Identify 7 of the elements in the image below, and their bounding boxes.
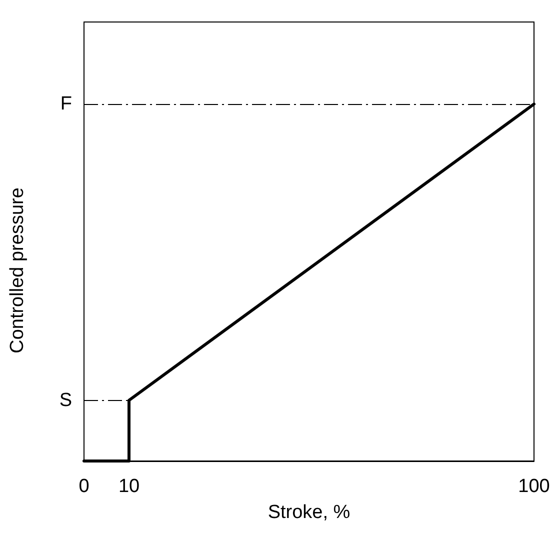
ref-line-label: S xyxy=(59,390,72,411)
x-tick-label: 10 xyxy=(118,476,140,497)
y-axis-title: Controlled pressure xyxy=(7,188,28,354)
x-tick-label: 100 xyxy=(518,476,550,497)
ref-line-label: F xyxy=(60,94,72,115)
x-axis-title: Stroke, % xyxy=(268,502,350,523)
x-tick-label: 0 xyxy=(78,476,90,497)
